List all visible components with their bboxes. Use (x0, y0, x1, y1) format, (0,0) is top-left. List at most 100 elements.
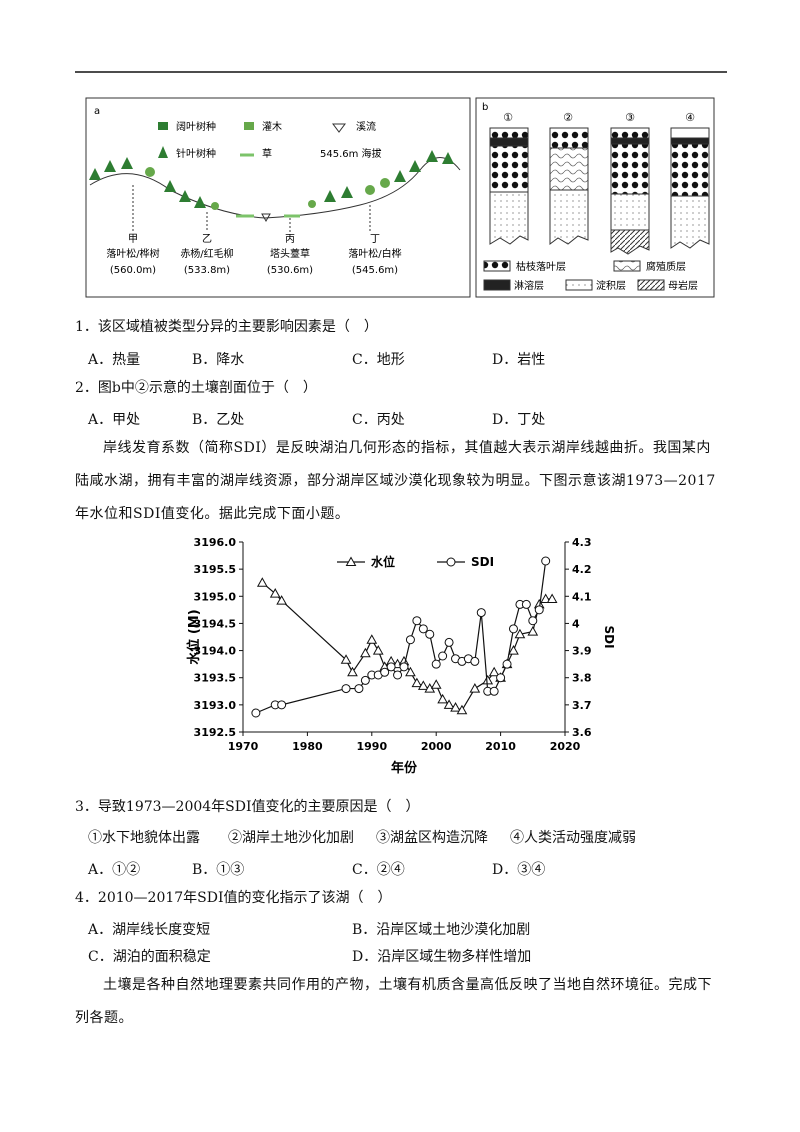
marker (354, 684, 364, 694)
point-name: 甲 (128, 234, 138, 245)
passage: 土壤是各种自然地理要素共同作用的产物，土壤有机质含量高低反映了当地自然环境征。完… (75, 977, 712, 1026)
marker (528, 616, 538, 626)
y2-tick-label: 3.8 (572, 672, 592, 685)
marker (411, 677, 423, 688)
marker (412, 616, 422, 626)
marker (360, 675, 370, 685)
point-veg: 赤杨/红毛柳 (180, 247, 233, 260)
x-tick-label: 2000 (421, 740, 452, 753)
marker (521, 599, 531, 609)
passage: 岸线发育系数（简称SDI）是反映湖泊几何形态的指标，其值越大表示湖岸线越曲折。我… (75, 440, 716, 522)
y-tick-label: 3194.5 (194, 617, 236, 630)
legend-text: 母岩层 (668, 279, 698, 292)
marker (502, 659, 512, 669)
marker (425, 629, 435, 639)
option: B．乙处 (192, 412, 245, 428)
legend-marker (446, 557, 456, 567)
legend-text: 淀积层 (596, 279, 626, 292)
marker (470, 656, 480, 666)
question-stem: 2．图b中②示意的土壤剖面位于（ ） (75, 380, 317, 396)
legend-text: 灌木 (262, 121, 282, 133)
point-veg: 落叶松/白桦 (348, 247, 401, 260)
marker (430, 679, 442, 689)
option: A．①② (88, 862, 141, 878)
marker (393, 670, 403, 680)
y-tick-label: 3196.0 (194, 536, 237, 549)
marker (277, 700, 287, 710)
y2-tick-label: 3.6 (572, 726, 592, 739)
marker (418, 624, 428, 634)
question-stem: 1．该区域植被类型分异的主要影响因素是（ ） (75, 319, 378, 335)
marker (456, 704, 468, 715)
fig-label: a (94, 106, 100, 117)
marker (488, 666, 500, 677)
point-elev: (545.6m) (352, 265, 398, 276)
option: A．热量 (88, 352, 141, 368)
y2-tick-label: 4.2 (572, 563, 592, 576)
y2-tick-label: 4 (572, 617, 580, 630)
x-axis-label: 年份 (391, 760, 418, 776)
point-name: 丁 (370, 234, 380, 245)
marker (366, 634, 378, 644)
option: B．沿岸区域土地沙漠化加剧 (352, 922, 531, 938)
marker (256, 577, 268, 587)
legend-text: 阔叶树种 (176, 120, 216, 133)
legend-text: 溪流 (356, 120, 376, 133)
marker (508, 624, 518, 634)
marker (372, 645, 384, 655)
marker (514, 628, 526, 639)
legend-text: 针叶树种 (176, 147, 216, 160)
marker (276, 595, 287, 605)
marker (347, 666, 358, 677)
question-stem: 4．2010—2017年SDI值的变化指示了该湖（ ） (75, 890, 392, 906)
option: C．湖泊的面积稳定 (88, 949, 211, 965)
y-tick-label: 3194.0 (194, 645, 237, 658)
marker (386, 662, 396, 672)
marker (443, 699, 455, 709)
point-veg: 塔头薹草 (270, 247, 310, 260)
option: D．丁处 (492, 412, 546, 428)
x-tick-label: 1980 (292, 740, 323, 753)
x-tick-label: 2020 (550, 740, 581, 753)
figure-a: a 阔叶树种 灌木 溪流 针叶树种 草 545.6m 海拔 甲 落叶松/桦树 (… (85, 97, 471, 298)
marker (399, 662, 409, 672)
marker (489, 686, 499, 696)
marker (527, 626, 539, 636)
marker (444, 637, 454, 647)
marker (437, 693, 448, 704)
marker (340, 654, 352, 664)
marker (450, 702, 461, 712)
point-name: 丙 (285, 234, 295, 245)
legend-text: 水位 (371, 554, 395, 569)
option: B．降水 (192, 352, 245, 368)
option: C．②④ (352, 862, 405, 878)
profile-label: ④ (685, 111, 695, 124)
marker (496, 673, 506, 683)
question-stem: 3．导致1973—2004年SDI值变化的主要原因是（ ） (75, 799, 420, 815)
marker (269, 588, 281, 598)
option: B．①③ (192, 862, 245, 878)
statement: ③湖盆区构造沉降 (376, 830, 488, 846)
point-elev: (530.6m) (267, 265, 313, 276)
profile-label: ② (563, 111, 573, 124)
option: D．岩性 (492, 352, 546, 368)
chart: 3196.0 3195.5 3195.0 3194.5 3194.0 3193.5 3193… (186, 536, 616, 776)
marker (341, 684, 351, 694)
x-tick-label: 2010 (485, 740, 516, 753)
profile-label: ① (503, 111, 513, 124)
option: A．湖岸线长度变短 (88, 922, 211, 938)
option: D．③④ (492, 862, 546, 878)
legend-text: 淋溶层 (514, 279, 544, 292)
series-line (255, 560, 547, 714)
marker (438, 651, 448, 661)
legend-text: SDI (471, 555, 494, 569)
legend-text: 枯枝落叶层 (516, 260, 566, 273)
point-elev: (533.8m) (184, 265, 230, 276)
marker (360, 647, 371, 658)
y-tick-label: 3195.0 (194, 590, 237, 603)
x-tick-label: 1970 (228, 740, 259, 753)
marker (405, 635, 415, 645)
option: C．地形 (352, 352, 405, 368)
